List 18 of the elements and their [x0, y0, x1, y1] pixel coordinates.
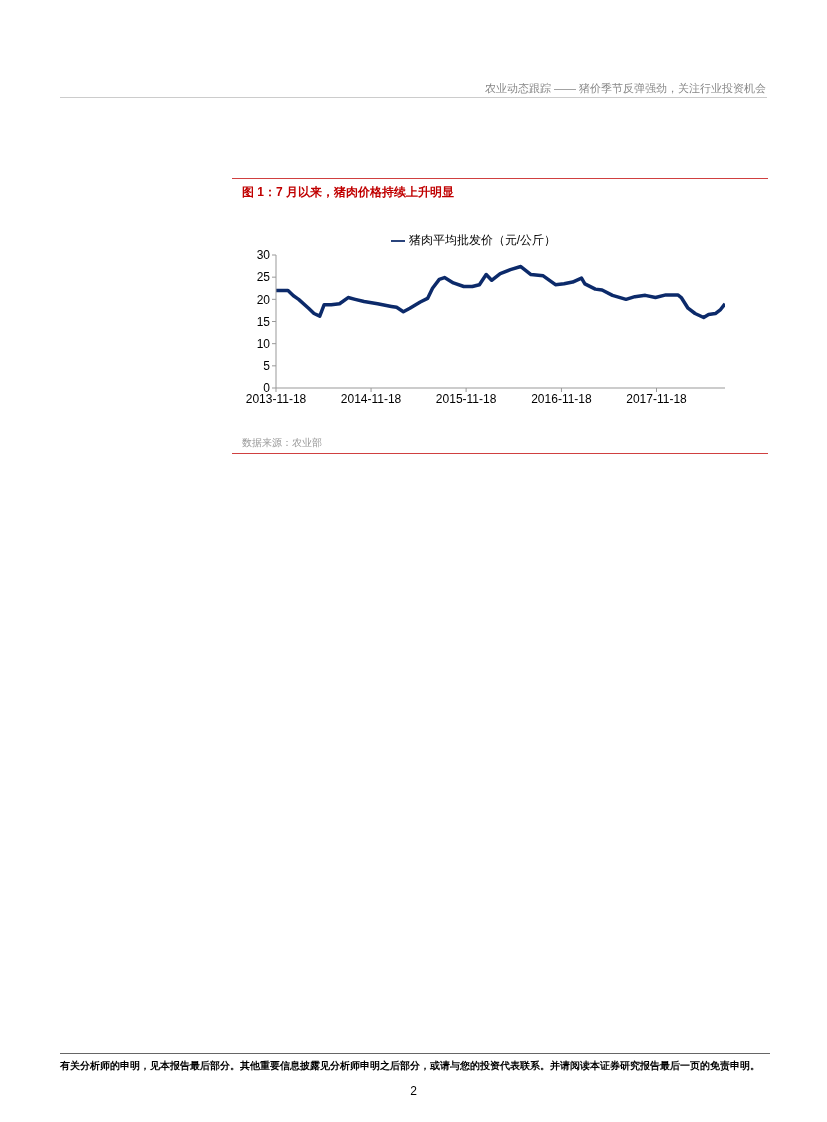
x-tick-label: 2015-11-18: [435, 391, 497, 406]
y-tick-label: 10: [256, 336, 271, 351]
x-tick-label: 2016-11-18: [531, 391, 593, 406]
y-tick-label: 5: [263, 359, 271, 374]
x-tick-label: 2013-11-18: [245, 391, 307, 406]
legend-label: 猪肉平均批发价（元/公斤）: [408, 233, 557, 247]
chart-title: 图 1：7 月以来，猪肉价格持续上升明显: [242, 184, 455, 201]
y-tick-label: 20: [256, 292, 271, 307]
x-tick-label: 2017-11-18: [626, 391, 688, 406]
text: 有关分析师的申明，见本报告最后部分。其他重要信息披露见分析师申明之后部分，或请与您的投资代表联系。并请阅读本证券研究报告最后一页的免责申明。: [60, 1059, 760, 1073]
text: 农业动态跟踪 —— 猪价季节反弹强劲，关注行业投资机会: [483, 81, 766, 96]
source-note: 数据来源：农业部: [242, 436, 322, 450]
y-tick-label: 25: [256, 270, 271, 285]
x-tick-label: 2014-11-18: [340, 391, 402, 406]
line-series: [276, 264, 725, 320]
y-tick-label: 15: [256, 314, 271, 329]
text: 2: [409, 1084, 418, 1098]
y-tick-label: 30: [256, 248, 271, 263]
